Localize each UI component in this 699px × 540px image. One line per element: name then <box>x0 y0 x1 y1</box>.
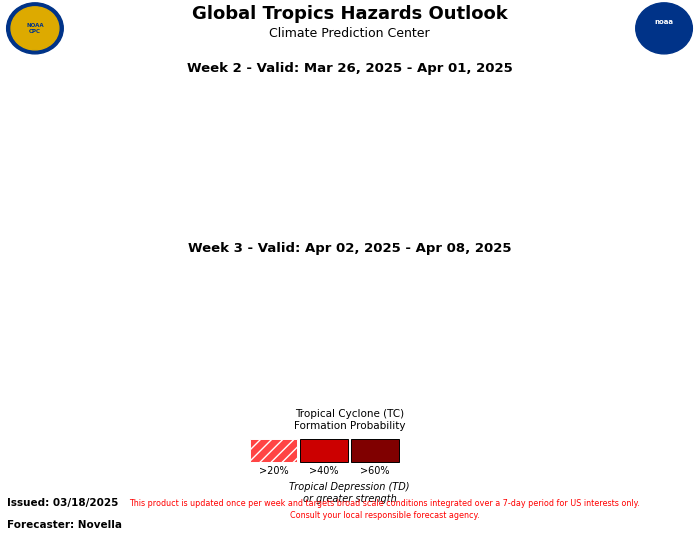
Circle shape <box>11 7 59 50</box>
Text: Tropical Depression (TD)
or greater strength: Tropical Depression (TD) or greater stre… <box>289 482 410 504</box>
FancyBboxPatch shape <box>250 439 297 462</box>
Circle shape <box>7 3 63 54</box>
Text: noaa: noaa <box>654 18 674 24</box>
FancyBboxPatch shape <box>351 439 398 462</box>
Text: Tropical Cyclone (TC)
Formation Probability: Tropical Cyclone (TC) Formation Probabil… <box>294 409 405 431</box>
Text: This product is updated once per week and targets broad scale conditions integra: This product is updated once per week an… <box>129 499 640 519</box>
Text: Global Tropics Hazards Outlook: Global Tropics Hazards Outlook <box>192 4 507 23</box>
Text: NOAA
CPC: NOAA CPC <box>26 23 44 33</box>
Text: >60%: >60% <box>360 467 389 476</box>
Text: Forecaster: Novella: Forecaster: Novella <box>7 520 122 530</box>
Text: Week 3 - Valid: Apr 02, 2025 - Apr 08, 2025: Week 3 - Valid: Apr 02, 2025 - Apr 08, 2… <box>188 242 511 255</box>
Text: >20%: >20% <box>259 467 288 476</box>
FancyBboxPatch shape <box>301 439 348 462</box>
Text: Week 2 - Valid: Mar 26, 2025 - Apr 01, 2025: Week 2 - Valid: Mar 26, 2025 - Apr 01, 2… <box>187 62 512 76</box>
Text: Issued: 03/18/2025: Issued: 03/18/2025 <box>7 498 118 508</box>
Text: >40%: >40% <box>310 467 339 476</box>
Circle shape <box>636 3 692 54</box>
Text: Climate Prediction Center: Climate Prediction Center <box>269 27 430 40</box>
